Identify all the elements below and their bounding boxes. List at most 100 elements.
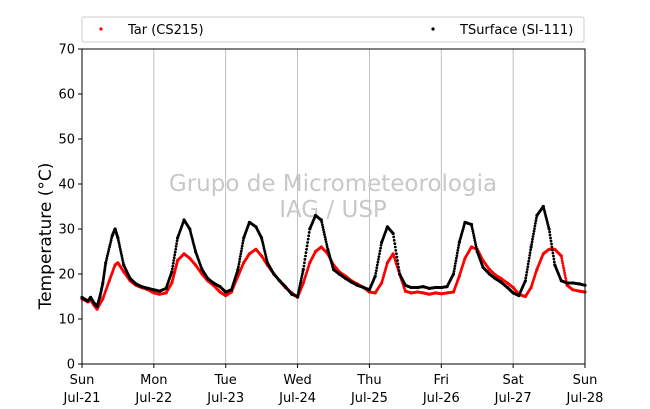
data-point-fill [379, 243, 383, 247]
grid-layer [153, 49, 514, 364]
x-tick-label-day: Tue [214, 373, 237, 388]
data-point-fill [379, 246, 382, 250]
x-tick-label-date: Jul-27 [494, 391, 532, 406]
data-point [469, 222, 474, 227]
data-point-fill [303, 258, 307, 261]
data-point-fill [175, 242, 179, 246]
data-point-fill [452, 270, 456, 273]
data-point [559, 254, 563, 258]
data-point-fill [302, 264, 306, 268]
data-point-fill [262, 246, 266, 250]
data-point-fill [534, 222, 537, 225]
data-point-fill [321, 225, 325, 229]
data-point-fill [173, 253, 177, 257]
x-tick-label-date: Jul-24 [278, 391, 316, 406]
data-point-fill [296, 292, 300, 296]
data-point-fill [261, 242, 265, 246]
data-point-fill [374, 272, 378, 275]
data-point-fill [239, 252, 243, 256]
x-tick-label-day: Sun [573, 373, 598, 388]
data-point-fill [307, 231, 311, 234]
data-point-fill [551, 251, 555, 255]
data-point-fill [121, 259, 125, 262]
x-tick-label-day: Mon [140, 373, 167, 388]
data-point-fill [454, 259, 458, 263]
data-point-fill [323, 233, 326, 237]
y-axis-label: Temperature (°C) [36, 163, 56, 311]
watermark: Grupo de Micrometeorologia IAG / USP [169, 171, 497, 223]
data-point-fill [303, 261, 306, 265]
data-point [319, 218, 323, 222]
data-point-fill [552, 260, 556, 264]
data-point-fill [265, 257, 268, 260]
data-point-fill [375, 263, 379, 267]
data-point-fill [306, 241, 309, 244]
data-point [170, 270, 174, 274]
data-point [523, 279, 528, 283]
data-point-fill [172, 259, 176, 262]
data-point-fill [395, 252, 398, 256]
data-point-fill [325, 243, 329, 246]
data-point-fill [120, 256, 124, 260]
series-layer [80, 204, 587, 311]
data-point-fill [320, 221, 324, 224]
data-point-fill [453, 264, 457, 268]
data-point-fill [172, 256, 176, 260]
data-point [451, 272, 456, 276]
data-point-fill [240, 244, 244, 248]
data-point-fill [392, 238, 396, 242]
data-point-fill [473, 238, 477, 242]
data-point-fill [109, 238, 113, 242]
data-point-fill [564, 276, 567, 280]
data-point-fill [455, 254, 459, 257]
y-tick-label: 50 [58, 133, 75, 148]
legend-box [81, 16, 585, 43]
data-point-fill [532, 232, 535, 236]
data-point-fill [552, 254, 555, 258]
data-point-fill [118, 245, 122, 249]
data-point-fill [378, 249, 382, 253]
data-point-fill [397, 269, 401, 272]
data-point-fill [562, 266, 566, 270]
data-point [116, 236, 120, 240]
data-point-fill [109, 241, 112, 244]
data-point-fill [238, 255, 242, 258]
data-point-fill [297, 290, 300, 294]
data-point-fill [322, 228, 325, 232]
watermark-line-2: IAG / USP [279, 197, 387, 223]
data-point-fill [237, 265, 240, 269]
x-tick-label-date: Jul-21 [63, 391, 101, 406]
data-point-fill [525, 268, 529, 271]
data-point [391, 231, 395, 236]
x-tick-label-day: Fri [434, 373, 450, 388]
data-point-fill [171, 264, 175, 268]
data-point-fill [170, 267, 174, 271]
data-point-fill [108, 243, 112, 247]
data-point-fill [119, 252, 123, 256]
x-tick-label-day: Sun [70, 373, 95, 388]
data-point-fill [264, 253, 267, 256]
data-point-fill [531, 235, 535, 238]
data-point-fill [561, 264, 565, 268]
data-point-fill [304, 254, 307, 258]
data-point-fill [530, 243, 533, 246]
data-point-fill [105, 256, 109, 260]
data-point-fill [392, 235, 396, 239]
data-point-fill [393, 245, 397, 249]
data-point-fill [300, 274, 304, 278]
data-point-fill [456, 246, 460, 250]
data-point-fill [306, 237, 310, 241]
data-point-fill [549, 239, 553, 243]
data-point-fill [299, 281, 302, 285]
y-tick-label: 10 [58, 313, 75, 328]
data-point-fill [562, 269, 566, 272]
data-point-fill [524, 276, 528, 280]
data-point-fill [550, 242, 553, 246]
data-point-fill [107, 250, 110, 253]
data-point-fill [560, 259, 564, 263]
data-point-fill [118, 243, 121, 247]
series-tsurface [80, 204, 587, 308]
legend-marker-tar [99, 27, 103, 31]
